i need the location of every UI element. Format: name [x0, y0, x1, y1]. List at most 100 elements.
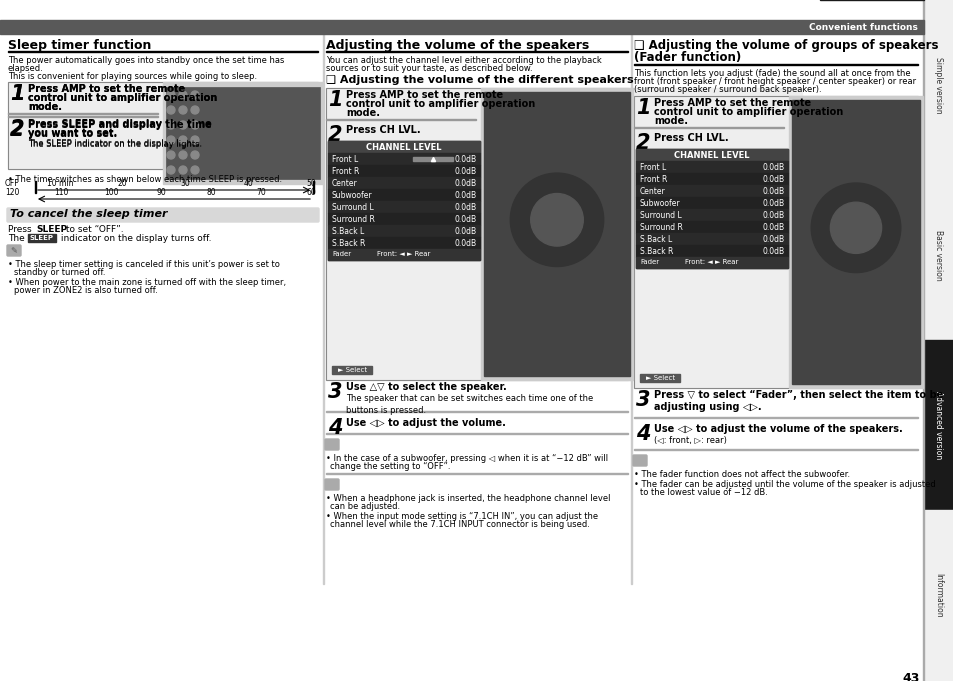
Text: Press AMP to set the remote: Press AMP to set the remote	[28, 84, 185, 94]
Text: Front: ◄ ► Rear: Front: ◄ ► Rear	[377, 251, 430, 257]
Text: Convenient functions: Convenient functions	[808, 22, 917, 31]
Bar	[328, 249, 479, 260]
Text: 0.0dB: 0.0dB	[455, 202, 476, 212]
Circle shape	[167, 91, 174, 99]
Text: 0.0dB: 0.0dB	[762, 198, 784, 208]
Bar	[634, 96, 917, 388]
Text: Press CH LVL.: Press CH LVL.	[346, 125, 420, 135]
Circle shape	[810, 183, 900, 272]
Text: (surround speaker / surround back speaker).: (surround speaker / surround back speake…	[634, 85, 821, 94]
Text: 43: 43	[902, 672, 919, 681]
Text: channel level while the 7.1CH INPUT connector is being used.: channel level while the 7.1CH INPUT conn…	[330, 520, 589, 529]
Text: elapsed.: elapsed.	[8, 64, 44, 73]
Text: 1: 1	[636, 98, 650, 118]
Text: Subwoofer: Subwoofer	[332, 191, 373, 200]
Text: Front: ◄ ► Rear: Front: ◄ ► Rear	[684, 259, 738, 266]
Text: Press ▽ to select “Fader”, then select the item to be: Press ▽ to select “Fader”, then select t…	[654, 390, 943, 400]
Circle shape	[829, 202, 881, 253]
Circle shape	[179, 106, 187, 114]
Bar	[483, 92, 629, 376]
Bar	[636, 245, 787, 257]
Text: change the setting to “OFF”.: change the setting to “OFF”.	[330, 462, 450, 471]
Text: Subwoofer: Subwoofer	[639, 198, 679, 208]
Text: 0.0dB: 0.0dB	[762, 174, 784, 183]
Text: 2: 2	[10, 119, 25, 139]
Bar	[634, 449, 917, 450]
Bar	[636, 149, 787, 268]
Text: 70: 70	[256, 188, 266, 197]
Text: 2: 2	[636, 133, 650, 153]
Text: 50: 50	[306, 179, 315, 188]
Circle shape	[191, 121, 199, 129]
Text: to set “OFF”.: to set “OFF”.	[63, 225, 124, 234]
Bar	[328, 225, 479, 237]
Bar	[328, 153, 479, 165]
Bar	[8, 82, 317, 169]
Text: 4: 4	[328, 418, 342, 438]
Bar	[639, 374, 679, 382]
Bar	[788, 96, 923, 388]
Bar	[634, 96, 917, 388]
Bar	[328, 141, 479, 153]
Text: ► Select: ► Select	[645, 375, 675, 381]
Bar	[326, 119, 476, 120]
Bar	[791, 100, 919, 384]
Text: This function lets you adjust (fade) the sound all at once from the: This function lets you adjust (fade) the…	[634, 69, 910, 78]
Text: 0.0dB: 0.0dB	[455, 191, 476, 200]
Text: Front L: Front L	[332, 155, 358, 163]
Text: mode.: mode.	[28, 102, 62, 112]
Text: 100: 100	[104, 188, 119, 197]
Circle shape	[167, 136, 174, 144]
Bar	[636, 149, 787, 161]
Text: S.Back L: S.Back L	[332, 227, 364, 236]
Text: Surround L: Surround L	[332, 202, 374, 212]
Bar	[166, 87, 319, 179]
Text: 2: 2	[10, 120, 25, 140]
Text: Basic version: Basic version	[934, 229, 943, 281]
Circle shape	[530, 193, 582, 246]
Bar	[328, 165, 479, 177]
Bar	[923, 340, 953, 510]
Text: This is convenient for playing sources while going to sleep.: This is convenient for playing sources w…	[8, 72, 257, 81]
Circle shape	[179, 91, 187, 99]
Text: CHANNEL LEVEL: CHANNEL LEVEL	[366, 142, 441, 151]
Text: Information: Information	[934, 573, 943, 618]
Text: Surround R: Surround R	[639, 223, 682, 232]
Bar	[323, 34, 324, 584]
Text: control unit to amplifier operation: control unit to amplifier operation	[346, 99, 535, 109]
Text: You can adjust the channel level either according to the playback: You can adjust the channel level either …	[326, 56, 601, 65]
Circle shape	[179, 121, 187, 129]
Text: ✎: ✎	[10, 246, 17, 255]
Text: Use ◁▷ to adjust the volume of the speakers.: Use ◁▷ to adjust the volume of the speak…	[654, 424, 902, 434]
Text: control unit to amplifier operation: control unit to amplifier operation	[28, 93, 217, 103]
Circle shape	[179, 151, 187, 159]
Circle shape	[167, 151, 174, 159]
Text: • When power to the main zone is turned off with the sleep timer,: • When power to the main zone is turned …	[8, 278, 286, 287]
Text: Press SLEEP and display the time: Press SLEEP and display the time	[28, 120, 212, 130]
Text: Front L: Front L	[639, 163, 665, 172]
Bar	[630, 34, 631, 584]
Text: power in ZONE2 is also turned off.: power in ZONE2 is also turned off.	[14, 286, 157, 295]
Circle shape	[191, 136, 199, 144]
Text: 10 min: 10 min	[47, 179, 73, 188]
Text: S.Back L: S.Back L	[639, 234, 672, 244]
Text: 120: 120	[5, 188, 19, 197]
Text: adjusting using ◁▷.: adjusting using ◁▷.	[654, 402, 760, 412]
Text: • In the case of a subwoofer, pressing ◁ when it is at “−12 dB” will: • In the case of a subwoofer, pressing ◁…	[326, 454, 607, 463]
Text: Center: Center	[639, 187, 665, 195]
Text: 0.0dB: 0.0dB	[455, 238, 476, 247]
Text: 30: 30	[180, 179, 191, 188]
Text: • The fader can be adjusted until the volume of the speaker is adjusted: • The fader can be adjusted until the vo…	[634, 480, 935, 489]
Bar	[634, 417, 917, 418]
Bar	[332, 366, 372, 374]
Text: Press: Press	[8, 225, 34, 234]
Text: Surround L: Surround L	[639, 210, 681, 219]
Circle shape	[191, 151, 199, 159]
Text: • When a headphone jack is inserted, the headphone channel level: • When a headphone jack is inserted, the…	[326, 494, 610, 503]
Text: 0.0dB: 0.0dB	[455, 155, 476, 163]
Text: 4: 4	[636, 424, 650, 444]
Text: mode.: mode.	[346, 108, 379, 118]
Text: Press CH LVL.: Press CH LVL.	[654, 133, 728, 143]
Text: Fader: Fader	[332, 251, 351, 257]
Text: mode.: mode.	[654, 116, 687, 126]
